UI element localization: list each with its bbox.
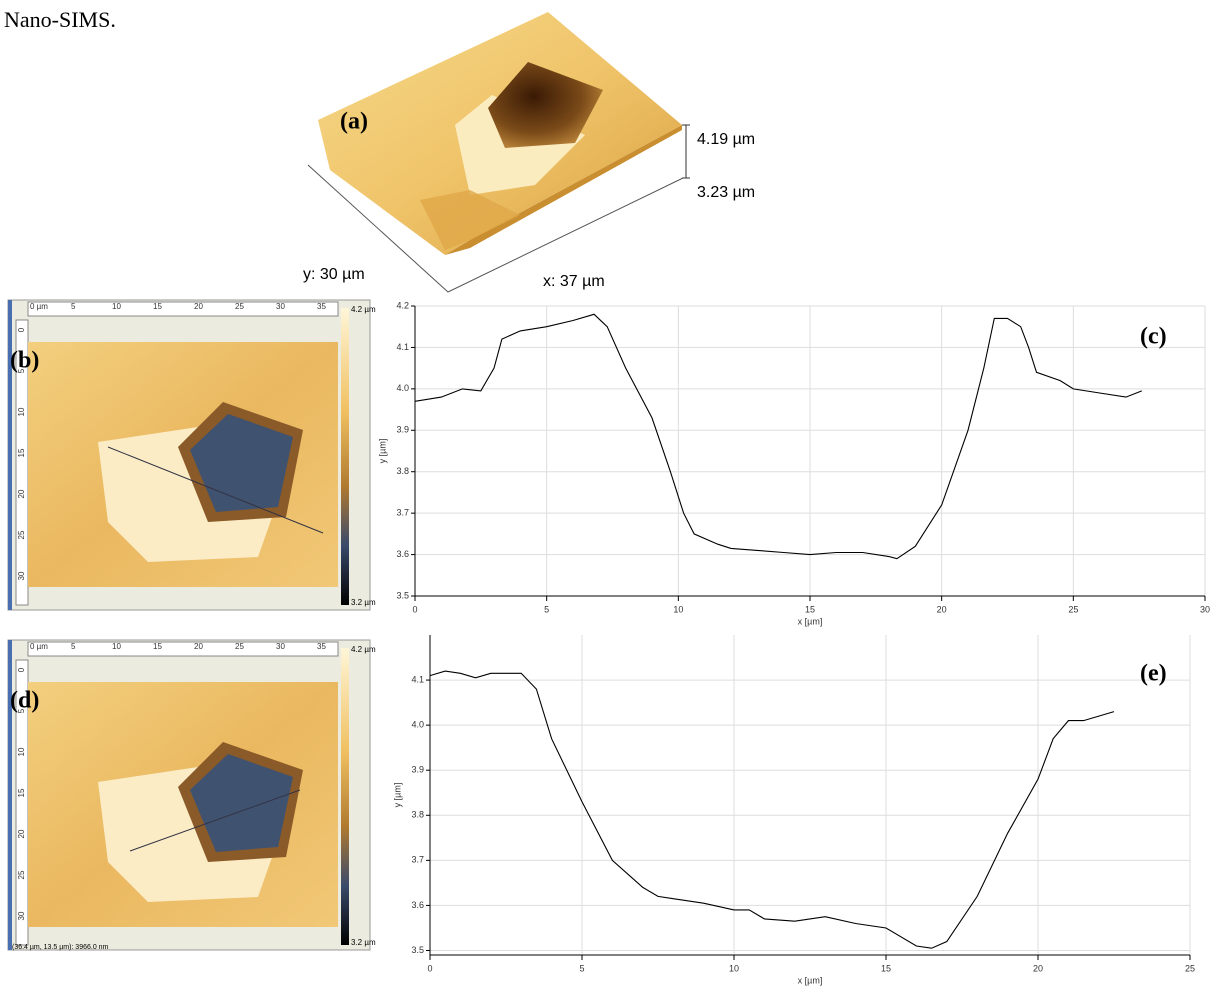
y-tick-label: 3.8 bbox=[411, 810, 424, 820]
y-tick-label: 4.0 bbox=[411, 720, 424, 730]
y-tick-label: 3.8 bbox=[396, 466, 409, 476]
afm-image: 4.2 µm 3.2 µm 0 µm 5 10 15 20 25 30 35 0 5 10 15 20 25 3… bbox=[7, 639, 376, 951]
y-tick-label: 3.5 bbox=[411, 945, 424, 955]
y-tick-label: 4.1 bbox=[396, 342, 409, 352]
side-ruler-label: 30 bbox=[17, 571, 26, 580]
x-tick-label: 25 bbox=[1185, 963, 1195, 973]
profile-line bbox=[129, 789, 301, 852]
ruler-label: 10 bbox=[112, 642, 121, 651]
left-bar bbox=[8, 300, 12, 610]
scale-top: 4.2 µm bbox=[351, 305, 376, 314]
ruler-label: 15 bbox=[153, 642, 162, 651]
panel-label: (e) bbox=[1140, 661, 1167, 687]
y-tick-label: 3.9 bbox=[396, 425, 409, 435]
y-axis-label: y [µm] bbox=[377, 439, 387, 464]
side-ruler-label: 30 bbox=[17, 911, 26, 920]
top-ruler bbox=[27, 301, 339, 317]
x-tick-label: 0 bbox=[412, 604, 417, 614]
afm-3d: (a) 4.19 µm 3.23 µm y: 30 µm x: 37 µm bbox=[303, 12, 755, 293]
x-tick-label: 20 bbox=[1033, 963, 1043, 973]
side-ruler-label: 20 bbox=[17, 489, 26, 498]
side-ruler-label: 0 bbox=[17, 667, 26, 672]
ruler-label: 25 bbox=[235, 642, 244, 651]
ruler-label: 5 bbox=[71, 642, 76, 651]
side-ruler-label: 15 bbox=[17, 788, 26, 797]
x-tick-label: 5 bbox=[579, 963, 584, 973]
z-top-label: 4.19 µm bbox=[697, 131, 755, 148]
z-bottom-label: 3.23 µm bbox=[697, 184, 755, 201]
pit bbox=[190, 754, 293, 852]
profile-line bbox=[429, 670, 1115, 949]
y-tick-label: 3.9 bbox=[411, 765, 424, 775]
color-bar bbox=[341, 648, 349, 945]
scale-bottom: 3.2 µm bbox=[351, 598, 376, 607]
pit bbox=[190, 414, 293, 512]
y-tick-label: 4.1 bbox=[411, 674, 424, 684]
x-tick-label: 15 bbox=[805, 604, 815, 614]
panel-label: (c) bbox=[1140, 324, 1167, 350]
ruler-label: 30 bbox=[276, 642, 285, 651]
y-tick-label: 3.7 bbox=[396, 508, 409, 518]
side-ruler-label: 10 bbox=[17, 407, 26, 416]
side-ruler-label: 0 bbox=[17, 327, 26, 332]
scale-bottom: 3.2 µm bbox=[351, 938, 376, 947]
ruler-label: 5 bbox=[71, 302, 76, 311]
top-ruler bbox=[27, 641, 339, 657]
x-axis-label: x [µm] bbox=[798, 975, 823, 985]
side-ruler-label: 10 bbox=[17, 747, 26, 756]
y-tick-label: 3.6 bbox=[411, 900, 424, 910]
body-text: Nano-SIMS. bbox=[4, 7, 116, 32]
y-axis-label: y [µm] bbox=[392, 783, 402, 808]
ruler-label: 0 µm bbox=[30, 642, 48, 651]
ruler-label: 25 bbox=[235, 302, 244, 311]
y-tick-label: 3.6 bbox=[396, 549, 409, 559]
x-tick-label: 10 bbox=[673, 604, 683, 614]
x-axis-label: x [µm] bbox=[798, 616, 823, 626]
ruler-label: 35 bbox=[317, 302, 326, 311]
y-tick-label: 3.7 bbox=[411, 855, 424, 865]
y-size-label: y: 30 µm bbox=[303, 266, 365, 283]
panel-label: (d) bbox=[10, 688, 39, 714]
profile-line bbox=[107, 446, 324, 534]
x-tick-label: 30 bbox=[1200, 604, 1210, 614]
status-bar: (36.4 µm, 13.5 µm): 3966.0 nm bbox=[12, 944, 109, 951]
side-ruler-label: 20 bbox=[17, 829, 26, 838]
x-tick-label: 0 bbox=[427, 963, 432, 973]
side-ruler-label: 5 bbox=[17, 708, 26, 713]
x-size-label: x: 37 µm bbox=[543, 273, 605, 290]
side-ruler-label: 15 bbox=[17, 448, 26, 457]
ruler-label: 0 µm bbox=[30, 302, 48, 311]
panel-label: (a) bbox=[340, 109, 368, 135]
x-tick-label: 20 bbox=[937, 604, 947, 614]
y-tick-label: 3.5 bbox=[396, 590, 409, 600]
side-ruler-label: 5 bbox=[17, 368, 26, 373]
y-tick-label: 4.2 bbox=[396, 300, 409, 310]
ruler-label: 30 bbox=[276, 302, 285, 311]
ruler-label: 10 bbox=[112, 302, 121, 311]
scale-top: 4.2 µm bbox=[351, 645, 376, 654]
x-tick-label: 15 bbox=[881, 963, 891, 973]
ruler-label: 20 bbox=[194, 302, 203, 311]
color-bar bbox=[341, 308, 349, 605]
profile-line bbox=[414, 313, 1143, 560]
panel-label: (b) bbox=[10, 348, 39, 374]
x-tick-label: 5 bbox=[544, 604, 549, 614]
afm-image: 4.2 µm 3.2 µm 0 µm 5 10 15 20 25 30 35 0 5 10 15 20 25 3… bbox=[7, 299, 376, 611]
left-bar bbox=[8, 640, 12, 950]
side-ruler-label: 25 bbox=[17, 530, 26, 539]
ruler-label: 20 bbox=[194, 642, 203, 651]
ruler-label: 35 bbox=[317, 642, 326, 651]
ruler-label: 15 bbox=[153, 302, 162, 311]
side-ruler-label: 25 bbox=[17, 870, 26, 879]
x-tick-label: 25 bbox=[1068, 604, 1078, 614]
y-tick-label: 4.0 bbox=[396, 383, 409, 393]
x-tick-label: 10 bbox=[729, 963, 739, 973]
